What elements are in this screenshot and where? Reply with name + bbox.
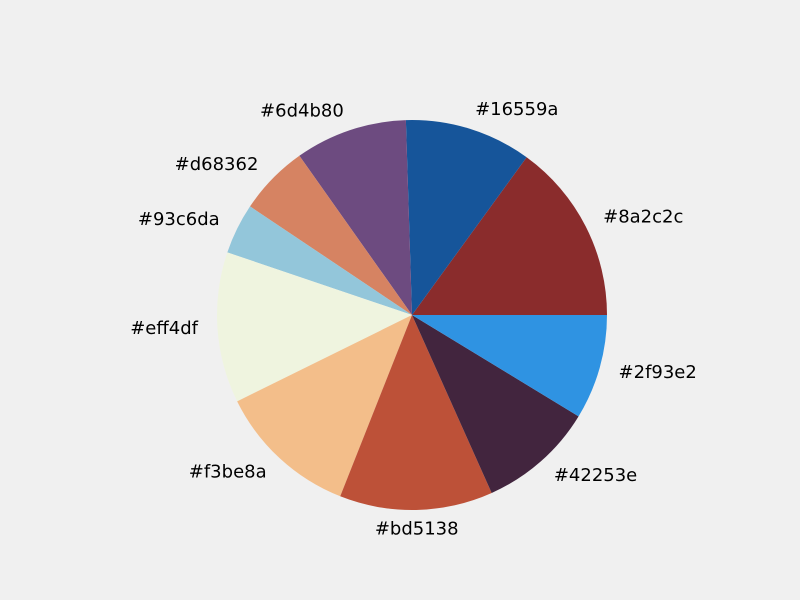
pie-slice-4	[227, 206, 412, 315]
pie-labels: #8a2c2c #16559a #6d4b80 #d68362 #93c6da #eff4…	[130, 99, 697, 539]
pie-slice-0	[412, 157, 607, 315]
pie-slice-2	[299, 120, 412, 315]
pie-slices	[217, 120, 607, 510]
slice-label-4: #93c6da	[138, 209, 220, 230]
slice-label-9: #2f93e2	[619, 362, 697, 383]
slice-label-7: #bd5138	[375, 518, 459, 539]
pie-slice-1	[405, 120, 527, 315]
pie-slice-8	[412, 315, 579, 493]
slice-label-3: #d68362	[175, 154, 259, 175]
slice-label-0: #8a2c2c	[603, 207, 683, 228]
slice-label-8: #42253e	[554, 465, 637, 486]
slice-label-6: #f3be8a	[189, 462, 267, 483]
pie-slice-7	[340, 315, 492, 510]
slice-label-2: #6d4b80	[260, 101, 344, 122]
slice-label-5: #eff4df	[130, 318, 198, 339]
slice-label-1: #16559a	[475, 99, 558, 120]
pie-slice-9	[412, 315, 607, 417]
pie-slice-6	[237, 315, 412, 497]
pie-slice-5	[217, 252, 412, 402]
pie-slice-3	[250, 155, 412, 315]
